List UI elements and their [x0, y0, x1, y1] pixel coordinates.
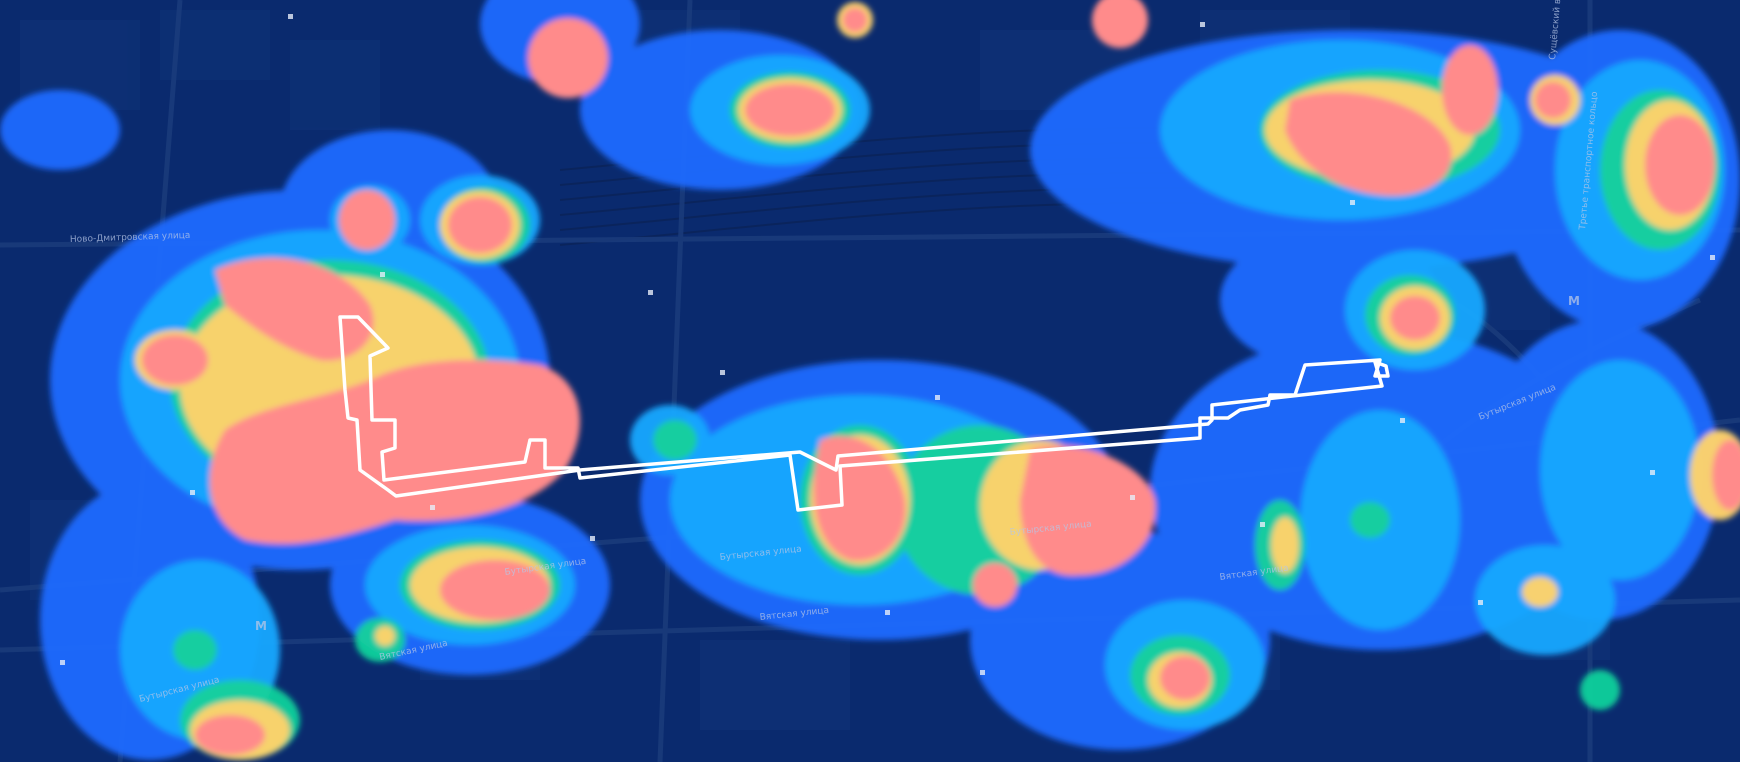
street-label-novodmitrovskaya: Ново-Дмитровская улица [70, 231, 191, 245]
metro-label-b: М [255, 619, 267, 633]
poi-markers [60, 14, 1715, 675]
metro-label-a: М [1568, 294, 1580, 308]
route-outline[interactable] [338, 315, 1390, 512]
